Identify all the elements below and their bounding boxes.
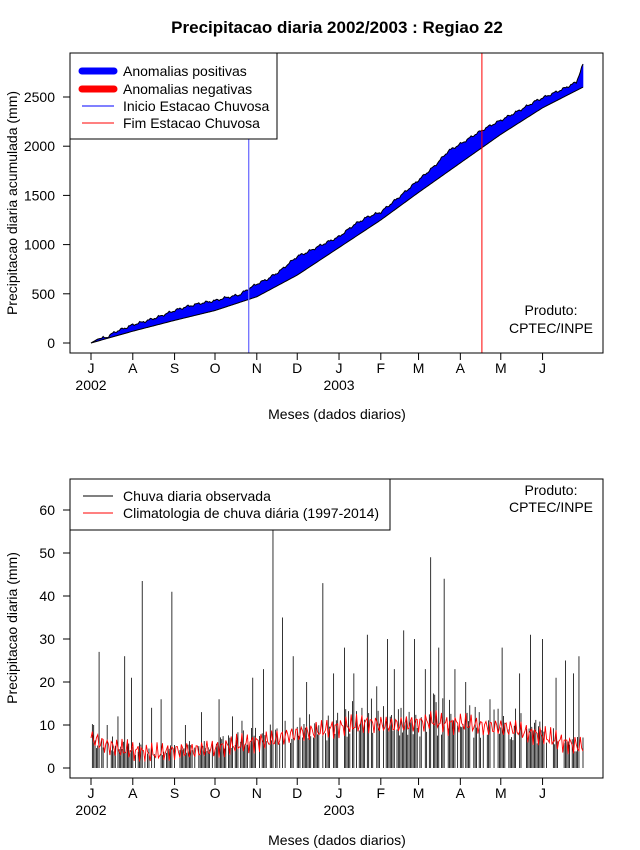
x-tick-label: J [336, 360, 343, 376]
legend-item-start: Inicio Estacao Chuvosa [123, 98, 270, 114]
y-axis-2: 0 10 20 30 40 50 60 [39, 502, 71, 776]
y-tick-label: 500 [32, 286, 56, 302]
x-tick-label: F [377, 785, 386, 801]
x-tick-label: A [456, 785, 466, 801]
x-tick-label: M [495, 360, 507, 376]
climatology-daily-line [90, 710, 584, 762]
x-tick-label: J [539, 785, 546, 801]
year-label: 2003 [323, 802, 354, 818]
y-axis-label: Precipitacao diaria acumulada (mm) [4, 91, 20, 315]
legend-item-end: Fim Estacao Chuvosa [123, 115, 260, 131]
chart-title: Precipitacao diaria 2002/2003 : Regiao 2… [171, 18, 503, 37]
x-tick-label: D [292, 360, 302, 376]
x-axis-label: Meses (dados diarios) [268, 406, 406, 422]
legend: Anomalias positivas Anomalias negativas … [69, 52, 278, 140]
x-tick-label: S [170, 360, 179, 376]
y-tick-label: 50 [39, 545, 55, 561]
x-tick-label: J [88, 360, 95, 376]
x-tick-label: F [377, 360, 386, 376]
legend-box-2 [69, 478, 391, 531]
climatology-cumulative-line [90, 86, 584, 344]
y-tick-label: 40 [39, 588, 55, 604]
legend-item-observed: Chuva diaria observada [123, 488, 271, 504]
observed-cumulative-line [90, 63, 584, 344]
product-source: CPTEC/INPE [509, 320, 593, 336]
x-tick-label: N [252, 785, 262, 801]
product-label: Produto: [525, 302, 578, 318]
y-tick-label: 1000 [24, 237, 55, 253]
x-tick-label: M [495, 785, 507, 801]
product-source-2: CPTEC/INPE [509, 499, 593, 515]
y-tick-label: 20 [39, 674, 55, 690]
x-tick-label: J [539, 360, 546, 376]
cumulative-precipitation-chart: Precipitacao diaria 2002/2003 : Regiao 2… [4, 18, 604, 422]
x-tick-label: M [413, 785, 425, 801]
y-tick-label: 0 [47, 760, 55, 776]
y-tick-label: 30 [39, 631, 55, 647]
x-tick-label: D [292, 785, 302, 801]
x-tick-label: N [252, 360, 262, 376]
x-tick-label: S [170, 785, 179, 801]
observed-daily-rain [91, 488, 584, 768]
x-tick-label: J [88, 785, 95, 801]
x-tick-label: O [210, 360, 221, 376]
legend-item-negative: Anomalias negativas [123, 81, 252, 97]
year-label: 2003 [323, 377, 354, 393]
x-axis-label-2: Meses (dados diarios) [268, 832, 406, 848]
y-axis-label-2: Precipitacao diaria (mm) [4, 552, 20, 704]
year-label: 2002 [75, 377, 106, 393]
y-tick-label: 2500 [24, 89, 55, 105]
climatology-series [90, 710, 584, 762]
x-tick-label: A [128, 785, 138, 801]
legend-item-positive: Anomalias positivas [123, 63, 247, 79]
x-tick-label: A [456, 360, 466, 376]
x-tick-label: O [210, 785, 221, 801]
legend-2: Chuva diaria observada Climatologia de c… [69, 478, 391, 531]
y-tick-label: 0 [47, 335, 55, 351]
y-tick-label: 10 [39, 717, 55, 733]
y-axis: 0 500 1000 1500 2000 2500 [24, 89, 71, 351]
legend-item-climatology: Climatologia de chuva diária (1997-2014) [123, 505, 379, 521]
product-label-2: Produto: [525, 482, 578, 498]
y-tick-label: 2000 [24, 138, 55, 154]
x-tick-label: J [336, 785, 343, 801]
x-tick-label: A [128, 360, 138, 376]
y-tick-label: 60 [39, 502, 55, 518]
x-tick-label: M [413, 360, 425, 376]
y-tick-label: 1500 [24, 187, 55, 203]
year-label: 2002 [75, 802, 106, 818]
legend-box [69, 52, 278, 140]
